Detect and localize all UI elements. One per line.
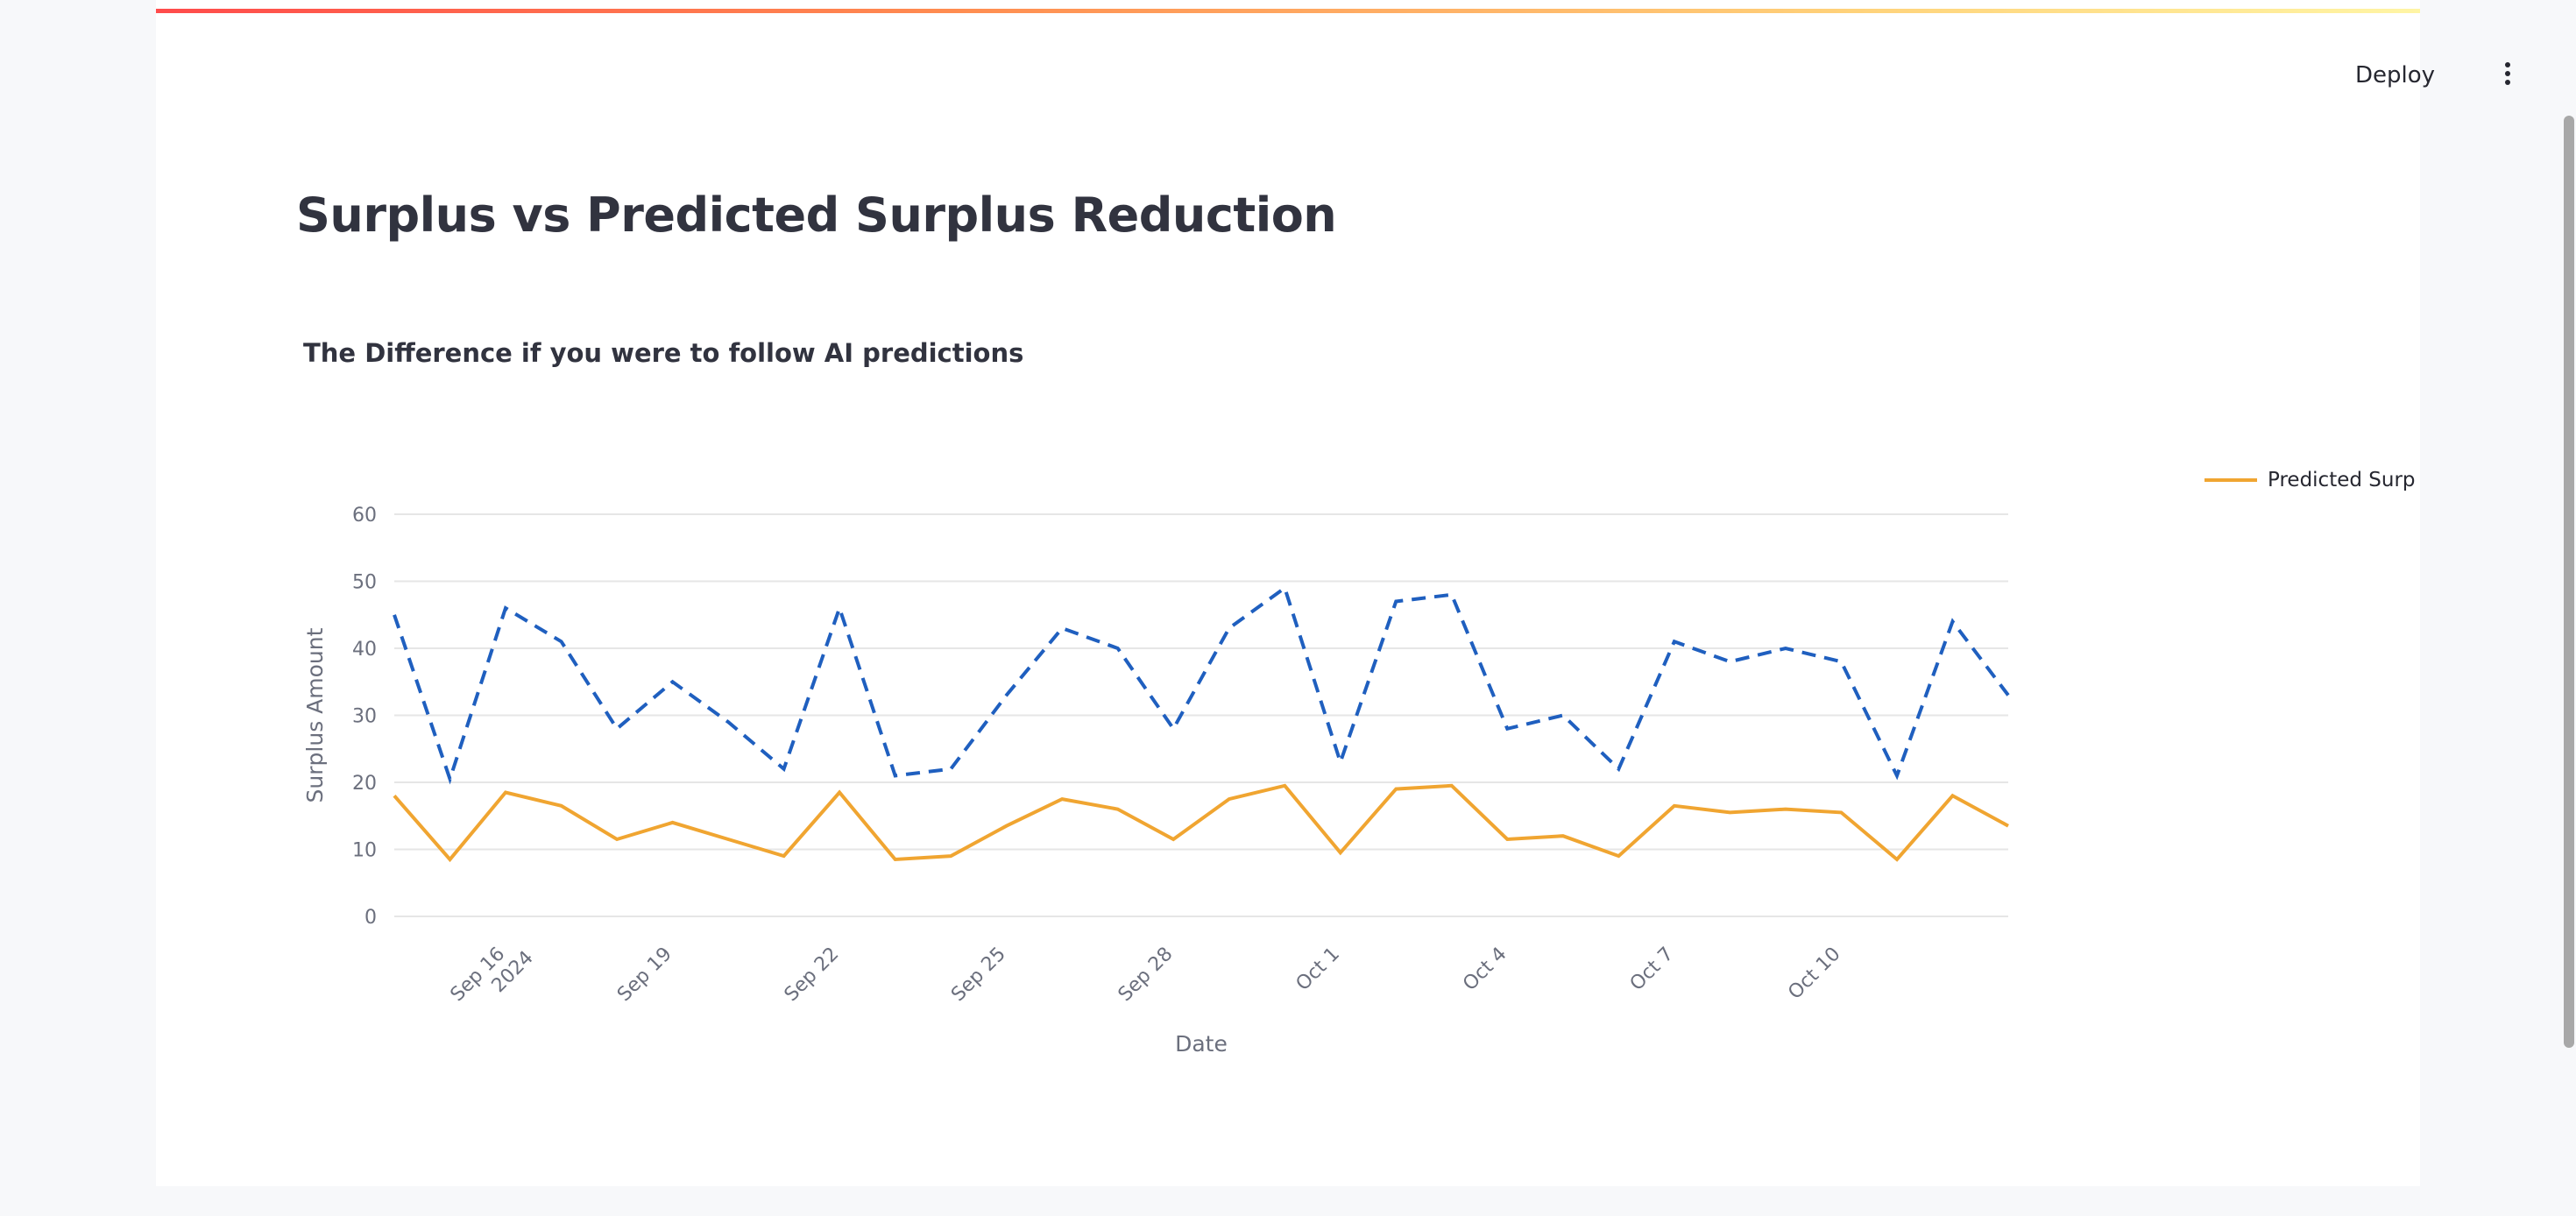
x-tick-label: Sep 28 — [1115, 944, 1178, 1007]
y-tick-label: 10 — [352, 840, 377, 862]
chart-legend[interactable]: Predicted Surplu — [2204, 467, 2415, 493]
deploy-button[interactable]: Deploy — [2355, 62, 2436, 88]
x-tick-group: Oct 1 — [1292, 944, 1344, 995]
x-tick-group: Oct 4 — [1459, 944, 1511, 995]
x-tick-group: Oct 7 — [1626, 944, 1678, 995]
x-tick-label: Sep 22 — [781, 944, 844, 1007]
legend-swatch-predicted — [2204, 478, 2257, 482]
x-tick-label: Sep 19 — [613, 944, 676, 1007]
x-tick-label: Oct 10 — [1784, 944, 1844, 1004]
y-tick-label: 20 — [352, 773, 377, 795]
x-tick-group: Oct 10 — [1784, 944, 1844, 1004]
x-tick-group: Sep 25 — [947, 944, 1010, 1007]
more-vertical-icon[interactable] — [2494, 56, 2522, 91]
x-tick-group: Sep 19 — [613, 944, 676, 1007]
series-line-actual — [393, 584, 2010, 785]
y-tick-label: 50 — [352, 572, 377, 594]
chart-title: The Difference if you were to follow AI … — [303, 338, 1024, 368]
y-tick-label: 0 — [364, 907, 377, 929]
y-tick-label: 40 — [352, 639, 377, 661]
legend-label-predicted: Predicted Surplu — [2268, 469, 2415, 491]
page-title: Surplus vs Predicted Surplus Reduction — [296, 187, 1337, 243]
y-tick-label: 60 — [352, 505, 377, 527]
x-tick-label: Oct 7 — [1626, 944, 1678, 995]
x-tick-label: Oct 1 — [1292, 944, 1344, 995]
x-axis-title: Date — [1175, 1031, 1228, 1057]
x-tick-group: Sep 22 — [781, 944, 844, 1007]
y-axis-title: Surplus Amount — [302, 627, 328, 802]
x-tick-label: Oct 4 — [1459, 944, 1511, 995]
header-decoration-bar — [156, 9, 2420, 13]
y-tick-label: 30 — [352, 706, 377, 728]
app-container: Deploy Surplus vs Predicted Surplus Redu… — [156, 0, 2574, 1186]
series-line-predicted — [393, 783, 2009, 863]
x-tick-label: Sep 25 — [947, 944, 1010, 1007]
scrollbar-thumb[interactable] — [2564, 116, 2574, 1048]
x-tick-group: Sep 28 — [1115, 944, 1178, 1007]
